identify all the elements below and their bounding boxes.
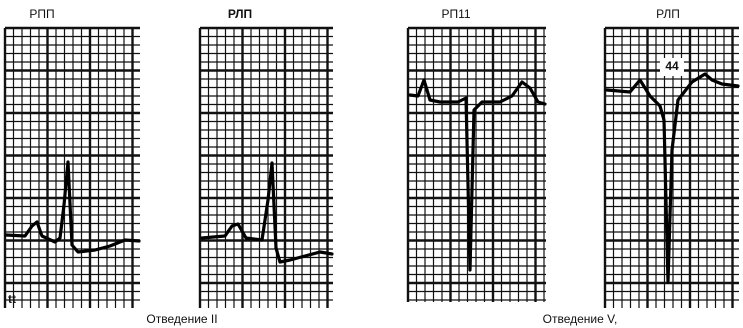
panel-title: РПП bbox=[29, 7, 54, 21]
annotation: tt bbox=[8, 292, 16, 306]
ecg-trace bbox=[202, 163, 332, 262]
caption: Отведение II bbox=[146, 312, 217, 326]
panel-title: РП11 bbox=[441, 7, 470, 21]
panel-title: РЛП bbox=[228, 7, 252, 21]
caption: Отведение V, bbox=[543, 312, 618, 326]
annotation: 44 bbox=[665, 59, 679, 73]
ecg-grids bbox=[5, 28, 739, 308]
ecg-figure: РПП РЛП РП11 РЛП 44 tt Отведение II Отве… bbox=[0, 0, 743, 328]
panel-title: РЛП bbox=[656, 7, 680, 21]
